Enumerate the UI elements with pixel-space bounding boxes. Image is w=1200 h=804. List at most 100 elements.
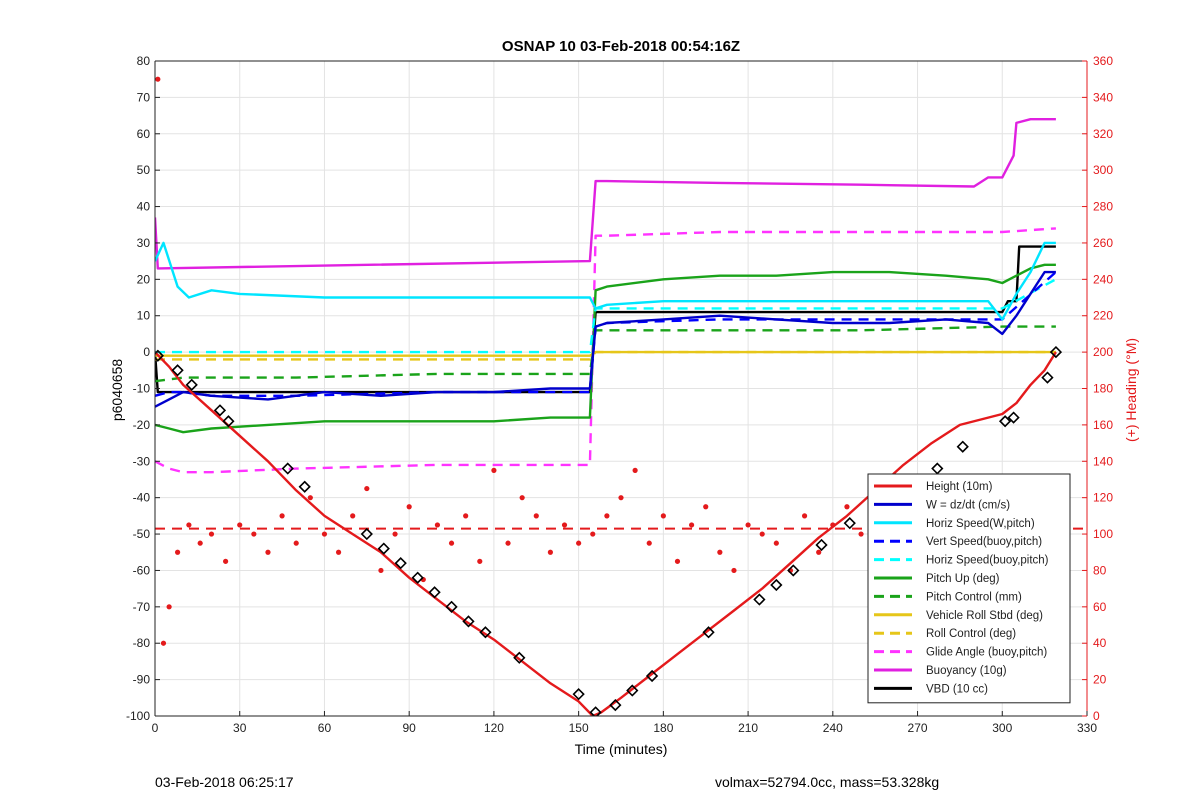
y-right-tick-label: 160 <box>1093 418 1113 432</box>
x-tick-label: 300 <box>992 721 1012 735</box>
heading-point <box>844 504 850 510</box>
heading-point <box>858 531 864 537</box>
heading-point <box>491 467 497 473</box>
x-tick-label: 30 <box>233 721 247 735</box>
heading-point <box>265 549 271 555</box>
series-line <box>155 241 1056 321</box>
x-tick-label: 210 <box>738 721 758 735</box>
marker-point <box>445 600 458 613</box>
heading-point <box>519 495 525 501</box>
heading-point <box>307 495 313 501</box>
y-right-tick-label: 360 <box>1093 54 1113 68</box>
y-left-tick-label: -30 <box>133 454 151 468</box>
series-line <box>155 270 1056 408</box>
heading-point <box>618 495 624 501</box>
heading-point <box>279 513 285 519</box>
heading-point <box>223 558 229 564</box>
y-left-tick-label: 80 <box>137 54 151 68</box>
x-axis-label: Time (minutes) <box>575 741 668 757</box>
legend-entry: Glide Angle (buoy,pitch) <box>926 647 1047 659</box>
heading-point <box>660 513 666 519</box>
y-right-tick-label: 260 <box>1093 236 1113 250</box>
y-left-tick-label: -100 <box>126 709 150 723</box>
heading-point <box>674 558 681 564</box>
legend-entry: VBD (10 cc) <box>926 683 988 695</box>
heading-point <box>533 513 539 519</box>
y-right-tick-label: 180 <box>1093 382 1113 396</box>
heading-point <box>477 558 483 564</box>
y-right-tick-label: 80 <box>1093 563 1107 577</box>
heading-point <box>646 540 652 546</box>
y-left-tick-label: -10 <box>133 382 151 396</box>
marker-point <box>931 462 944 475</box>
heading-point <box>448 540 455 546</box>
heading-point <box>434 522 441 528</box>
series-line <box>155 245 1056 394</box>
heading-point <box>717 549 723 555</box>
heading-point <box>590 531 596 537</box>
legend-entry: Buoyancy (10g) <box>926 665 1007 677</box>
y-left-tick-label: 50 <box>137 163 151 177</box>
x-tick-label: 60 <box>318 721 332 735</box>
legend-entry: Vehicle Roll Stbd (deg) <box>926 610 1043 622</box>
legend-entry: Vert Speed(buoy,pitch) <box>926 536 1042 548</box>
y-right-tick-label: 220 <box>1093 309 1113 323</box>
y-axis-left-label: p6040658 <box>109 359 125 422</box>
heading-point <box>166 604 172 610</box>
heading-point <box>604 513 610 519</box>
heading-point <box>208 531 215 537</box>
chart-title: OSNAP 10 03-Feb-2018 00:54:16Z <box>502 38 740 55</box>
marker-point <box>394 557 407 570</box>
heading-point <box>561 522 568 528</box>
heading-point <box>801 513 808 519</box>
legend-entry: Height (10m) <box>926 481 993 493</box>
marker-point <box>956 440 969 453</box>
heading-point <box>160 640 167 646</box>
y-right-tick-label: 140 <box>1093 454 1113 468</box>
series-line <box>155 350 1056 357</box>
series-line <box>155 117 1056 270</box>
marker-point <box>787 564 800 577</box>
legend-box <box>867 473 1071 704</box>
marker-point <box>702 626 715 639</box>
heading-point <box>335 549 342 555</box>
y-left-tick-label: -90 <box>133 673 151 687</box>
marker-point <box>222 415 235 428</box>
marker-point <box>513 651 526 664</box>
heading-point <box>689 522 695 528</box>
marker-point <box>753 593 766 606</box>
marker-point <box>998 415 1012 428</box>
legend-entry: W = dz/dt (cm/s) <box>926 499 1010 511</box>
heading-point <box>364 485 370 492</box>
footer-mass-info: volmax=52794.0cc, mass=53.328kg <box>715 774 940 790</box>
y-right-tick-label: 200 <box>1093 345 1113 359</box>
y-right-tick-label: 40 <box>1093 636 1107 650</box>
y-left-tick-label: -60 <box>133 563 151 577</box>
heading-point <box>197 540 203 546</box>
y-left-tick-label: -70 <box>133 600 151 614</box>
marker-point <box>645 669 659 683</box>
x-tick-label: 270 <box>908 721 928 735</box>
heading-point <box>392 531 398 537</box>
marker-point <box>462 615 475 628</box>
marker-point <box>213 404 227 417</box>
heading-point <box>773 540 779 546</box>
x-tick-label: 0 <box>152 721 159 735</box>
marker-point <box>770 578 783 592</box>
heading-point <box>251 531 257 537</box>
marker-point <box>1041 371 1054 384</box>
legend-entry: Horiz Speed(W,pitch) <box>926 518 1035 530</box>
heading-point <box>321 531 328 537</box>
heading-point <box>174 549 181 555</box>
y-left-tick-label: 0 <box>143 345 150 359</box>
heading-point <box>378 567 384 574</box>
y-left-tick-label: 70 <box>137 90 151 104</box>
y-left-tick-label: 10 <box>137 309 151 323</box>
series-line <box>155 263 1056 434</box>
y-left-tick-label: 40 <box>137 200 151 214</box>
x-tick-label: 180 <box>653 721 673 735</box>
marker-point <box>1007 411 1020 424</box>
y-right-tick-label: 280 <box>1093 200 1113 214</box>
heading-point <box>155 76 161 82</box>
series-line <box>155 271 1057 397</box>
